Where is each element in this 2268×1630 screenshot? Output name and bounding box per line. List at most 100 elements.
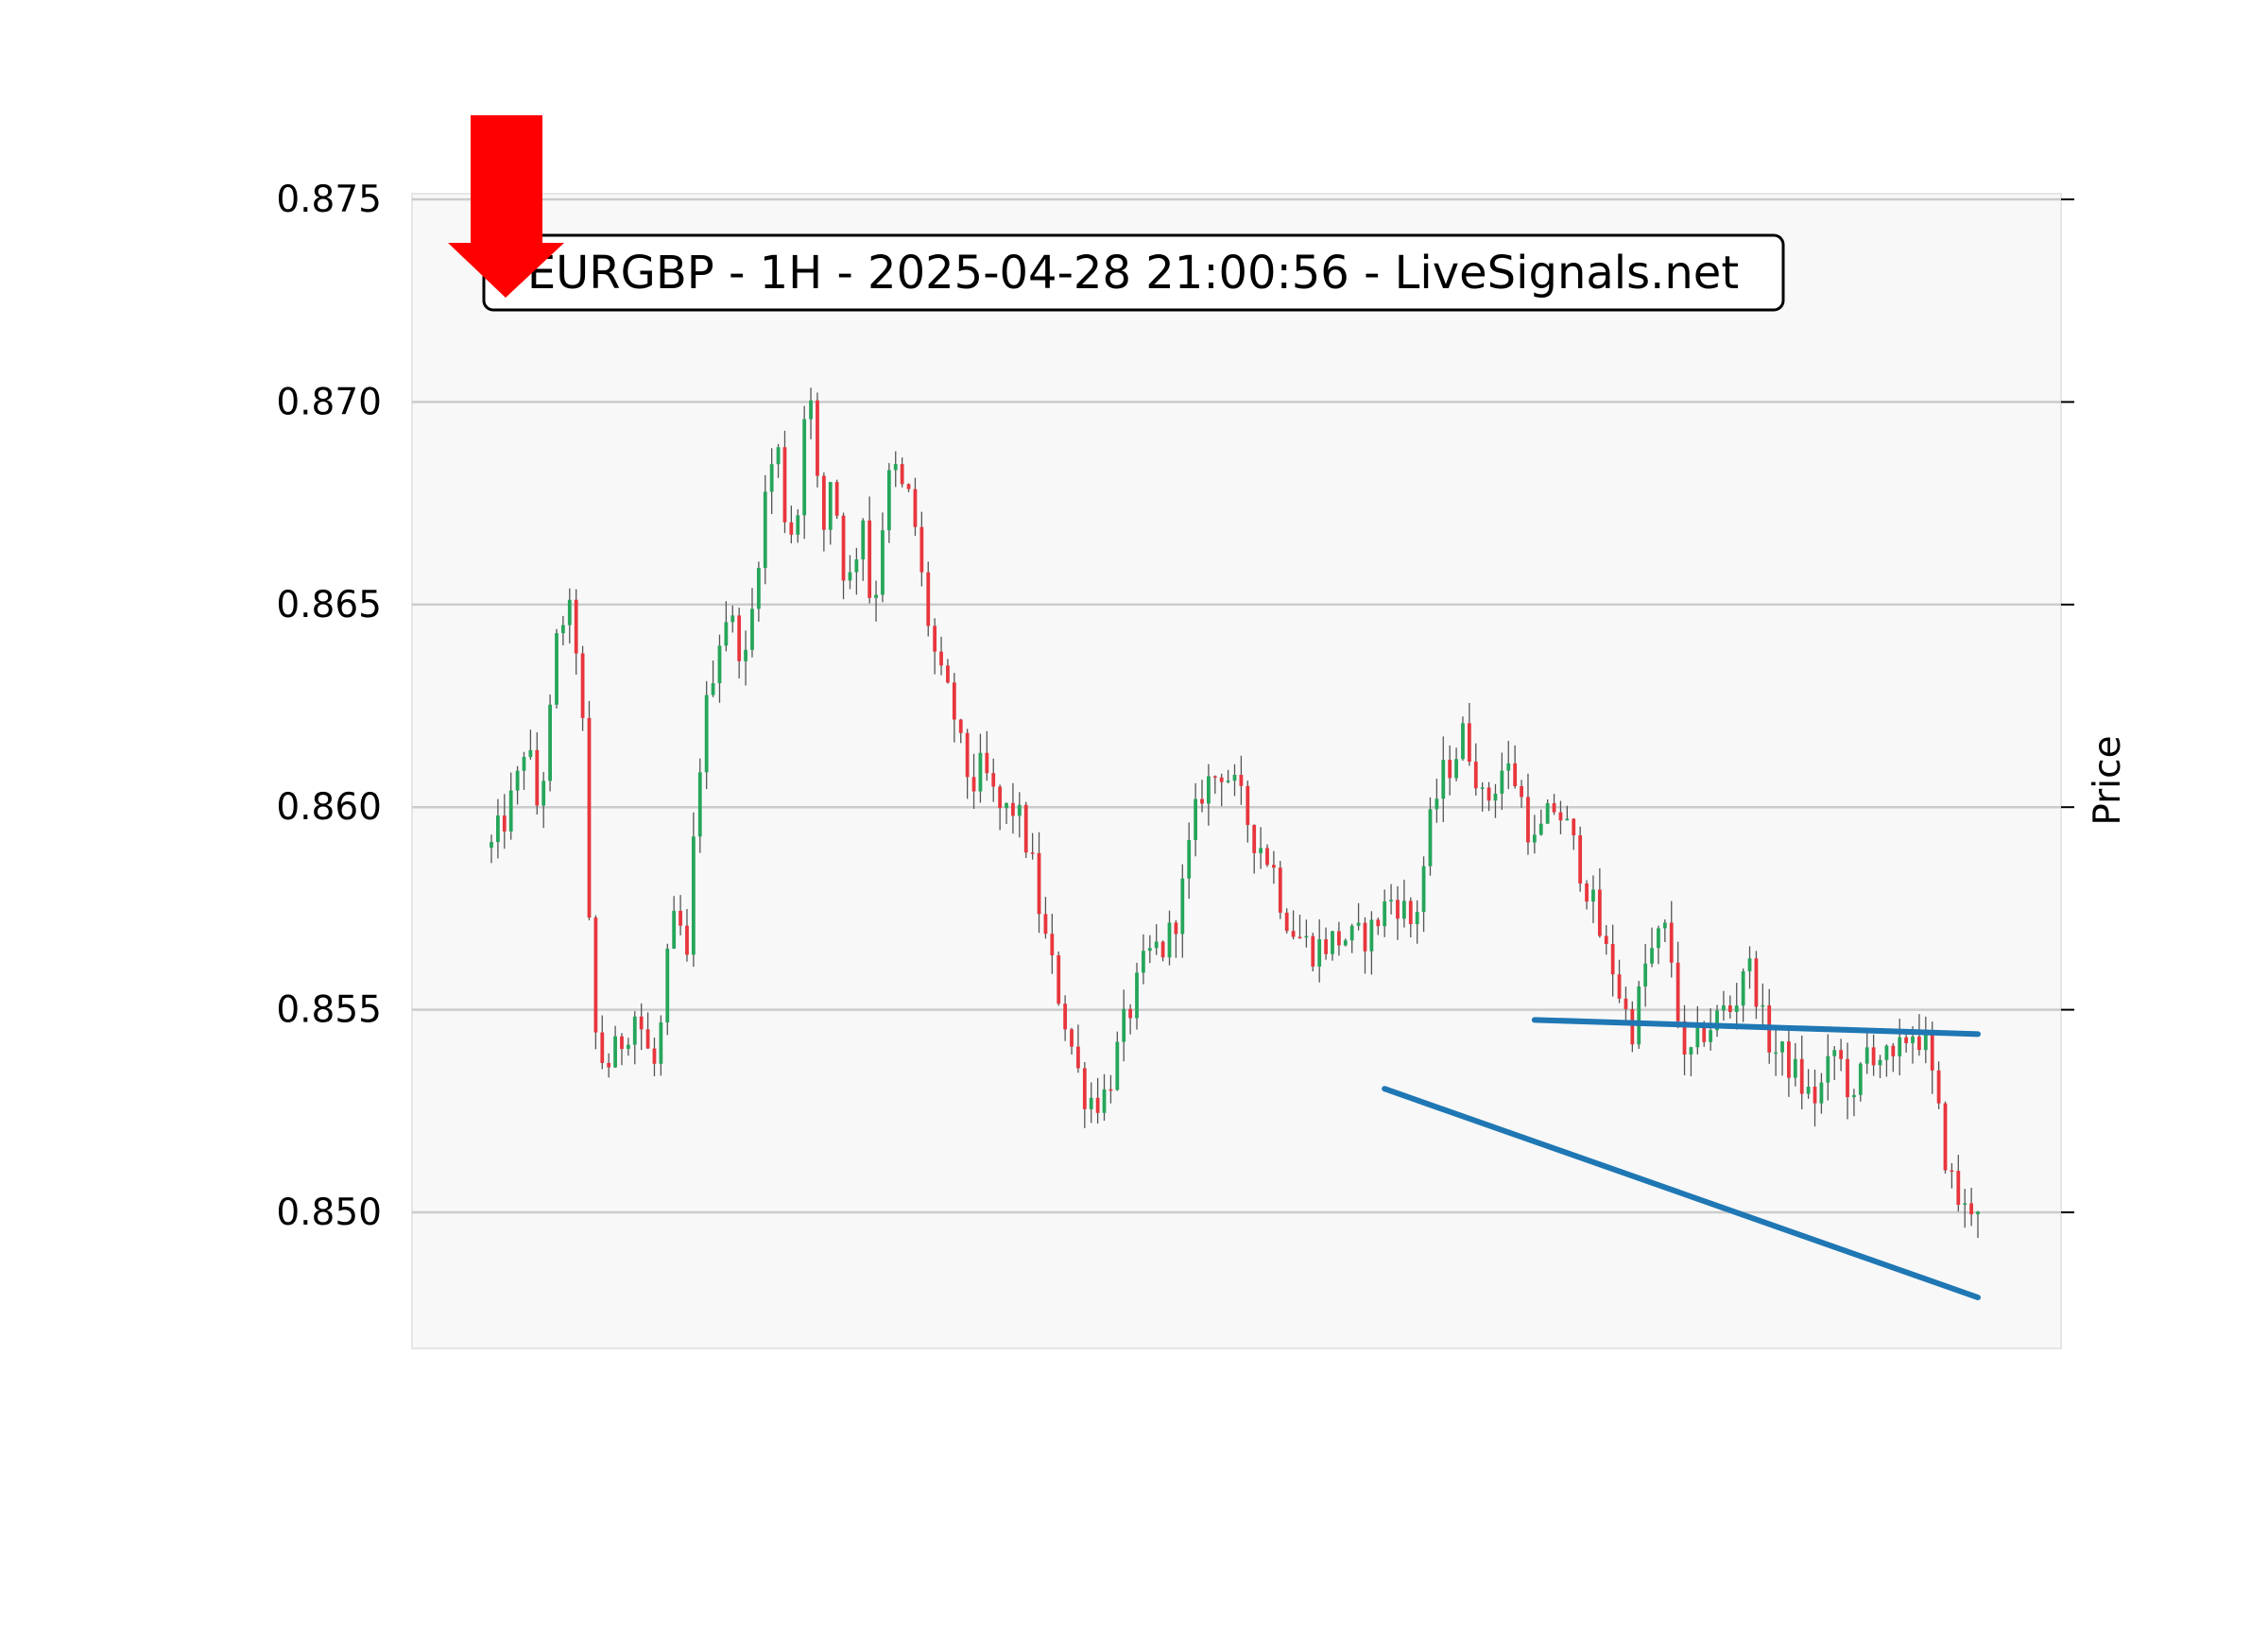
candle-body (1538, 823, 1543, 835)
candle (1864, 1032, 1869, 1074)
candle-body (828, 482, 833, 530)
candle-body (1722, 1005, 1726, 1011)
candle (1037, 832, 1041, 934)
candle-body (548, 704, 552, 781)
candle-body (626, 1044, 630, 1050)
candle (971, 753, 976, 810)
candle-body (600, 1032, 605, 1063)
candle-body (1115, 1041, 1120, 1090)
candle (1383, 889, 1387, 937)
candle (782, 430, 787, 534)
candle (881, 512, 885, 603)
candle (1135, 962, 1139, 1030)
candle-body (1473, 762, 1478, 789)
candle (978, 733, 983, 803)
candle-body (1331, 931, 1334, 954)
candle-body (1396, 900, 1400, 919)
candle-body (1070, 1029, 1074, 1047)
candle-body (1923, 1034, 1928, 1051)
candle (874, 580, 878, 622)
candle-body (1963, 1203, 1967, 1206)
candle-body (821, 475, 826, 530)
candle-body (1819, 1082, 1824, 1104)
trendline-resistance (1531, 1017, 1981, 1038)
candle (502, 794, 507, 849)
candle-body (1311, 935, 1315, 967)
candle (946, 659, 950, 684)
candle-body (1662, 922, 1667, 929)
candle-body (991, 773, 996, 787)
candle (1500, 752, 1504, 811)
candle-body (769, 464, 774, 492)
candle (1871, 1034, 1876, 1076)
candle-body (1461, 723, 1465, 760)
candle-body (1408, 901, 1413, 925)
candle-body (744, 649, 747, 661)
candle (704, 680, 709, 790)
candle-body (919, 526, 924, 573)
y-axis-left: 0.875 0.870 0.865 0.860 0.855 0.850 (276, 179, 382, 1234)
candle-body (1050, 934, 1055, 955)
candle-body (1578, 835, 1583, 884)
candle-body (1383, 901, 1387, 927)
candle-body (1454, 759, 1458, 779)
candle (548, 694, 552, 792)
candle-body (881, 530, 885, 595)
candle-body (933, 626, 937, 652)
candle (1852, 1089, 1856, 1117)
candle (1122, 989, 1126, 1062)
candle (1076, 1024, 1080, 1073)
candle-body (717, 645, 722, 684)
candle-body (886, 470, 891, 531)
candle-body (515, 770, 520, 791)
candle-body (685, 925, 689, 955)
candle-body (756, 567, 761, 609)
trendlines (1382, 1017, 1981, 1301)
candle-body (1356, 922, 1361, 926)
candle (854, 547, 859, 595)
chart-title: EURGBP - 1H - 2025-04-28 21:00:56 - Live… (482, 233, 1785, 312)
candle-body (1793, 1058, 1797, 1078)
candle-body (1532, 834, 1537, 843)
candle-body (528, 749, 533, 758)
candle (1610, 924, 1615, 997)
candle-body (1349, 925, 1354, 941)
candle (1428, 797, 1433, 876)
y-tick-label: 0.860 (276, 786, 382, 829)
candle-body (665, 948, 670, 1023)
candle (1637, 981, 1641, 1049)
candle (1682, 1004, 1687, 1075)
candle-body (1936, 1070, 1941, 1104)
candle-body (522, 757, 526, 771)
candle-body (1911, 1036, 1915, 1043)
candle (1174, 919, 1178, 958)
candle-body (1624, 998, 1628, 1009)
candle-body (1702, 1024, 1707, 1042)
candle-body (1180, 878, 1185, 935)
candle-body (1142, 951, 1145, 973)
y-axis-right (2061, 198, 2074, 1213)
candle-body (1637, 986, 1641, 1045)
candle (1389, 884, 1393, 915)
candle-body (1826, 1055, 1830, 1083)
candle (1369, 911, 1374, 975)
candle (607, 1053, 611, 1078)
candle (1813, 1070, 1817, 1127)
candle-body (587, 717, 592, 918)
candle-body (1878, 1059, 1882, 1066)
candle-body (1969, 1203, 1973, 1215)
candle-body (691, 836, 696, 955)
candle (1558, 800, 1563, 834)
candle-body (672, 910, 677, 949)
candle (1415, 900, 1419, 944)
candle-body (1108, 1089, 1113, 1091)
candle-body (541, 781, 546, 806)
candle-body (1428, 809, 1433, 866)
candle-body (1741, 970, 1745, 1006)
candle (1891, 1042, 1896, 1072)
candle-body (1846, 1058, 1849, 1098)
candle (828, 481, 833, 545)
candle-body (1278, 867, 1282, 913)
candle-body (1226, 781, 1230, 782)
candle (1467, 702, 1471, 766)
